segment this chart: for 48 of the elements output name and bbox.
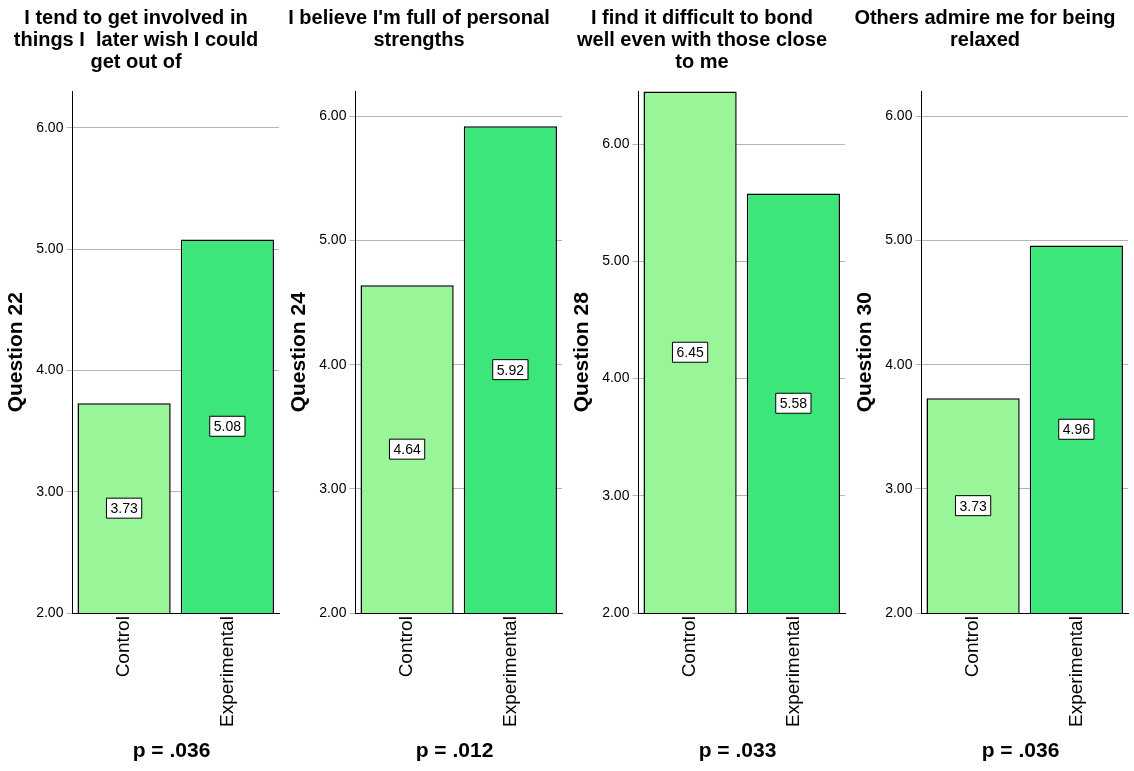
- x-tick-label: Control: [395, 616, 417, 678]
- text: p = .036: [131, 738, 212, 762]
- chart-title: I believe I'm full of personal strengths: [287, 6, 551, 50]
- y-tick-label: 6.00: [602, 135, 630, 152]
- y-tick-label: 6.00: [885, 107, 913, 124]
- chart-title: I find it difficult to bond well even with those close to me: [575, 6, 829, 72]
- x-tick-label: Control: [961, 616, 983, 678]
- chart-title: I tend to get involved in things I later wish I could get out of: [12, 6, 260, 72]
- y-tick-label: 5.00: [36, 239, 64, 256]
- x-tick-label: Experimental: [781, 616, 803, 728]
- y-tick-label: 2.00: [36, 603, 64, 620]
- y-tick-label: 5.00: [885, 231, 913, 248]
- text: p = .033: [697, 738, 778, 762]
- x-tick-label: Experimental: [1064, 616, 1086, 728]
- x-tick-label: Experimental: [498, 616, 520, 728]
- y-tick-label: 5.00: [319, 231, 347, 248]
- y-axis-title: Question 22: [3, 292, 27, 413]
- x-tick-label: Control: [678, 616, 700, 678]
- data-label: 4.96: [1062, 421, 1091, 438]
- data-label: 6.45: [676, 344, 704, 361]
- y-tick-label: 3.00: [885, 479, 913, 496]
- y-axis-title: Question 28: [569, 291, 593, 413]
- y-tick-label: 4.00: [885, 355, 913, 372]
- y-axis-title: Question 24: [286, 291, 310, 413]
- y-tick-label: 2.00: [319, 603, 347, 620]
- x-tick-label: Control: [112, 616, 134, 678]
- y-tick-label: 2.00: [602, 603, 630, 620]
- y-tick-label: 6.00: [319, 107, 347, 124]
- y-tick-label: 2.00: [885, 603, 913, 620]
- y-tick-label: 6.00: [36, 118, 64, 135]
- data-label: 5.58: [779, 395, 808, 412]
- data-label: 4.64: [393, 441, 421, 458]
- y-tick-label: 3.00: [36, 482, 64, 499]
- text: p = .036: [980, 738, 1061, 762]
- text: p = .012: [414, 738, 495, 762]
- data-label: 3.73: [110, 500, 138, 517]
- chart-title: Others admire me for being relaxed: [853, 6, 1117, 50]
- data-label: 5.92: [496, 361, 525, 378]
- y-tick-label: 3.00: [319, 479, 347, 496]
- y-tick-label: 4.00: [319, 355, 347, 372]
- y-tick-label: 3.00: [602, 486, 630, 503]
- y-tick-label: 4.00: [36, 361, 64, 378]
- data-label: 5.08: [213, 418, 242, 435]
- x-tick-label: Experimental: [215, 616, 237, 728]
- data-label: 3.73: [959, 497, 987, 514]
- y-tick-label: 4.00: [602, 369, 630, 386]
- y-tick-label: 5.00: [602, 252, 630, 269]
- y-axis-title: Question 30: [852, 292, 876, 413]
